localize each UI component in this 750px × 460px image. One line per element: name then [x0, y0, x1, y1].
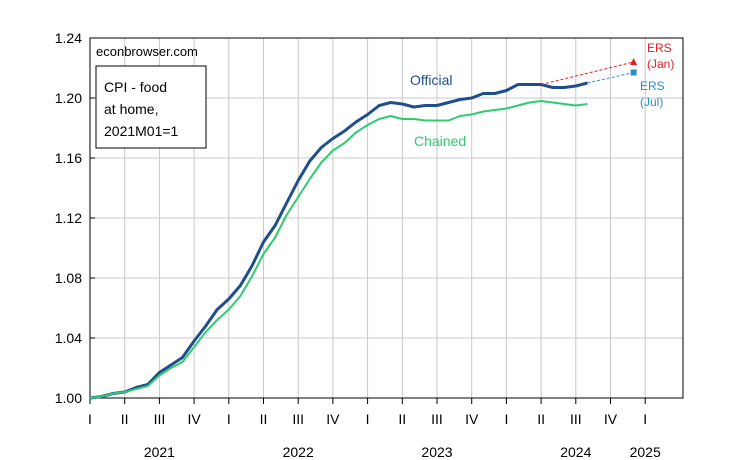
series-label-chained: Chained: [414, 133, 466, 149]
forecast-marker-jul: [630, 69, 637, 76]
legend-line-2: at home,: [104, 101, 158, 117]
x-quarter-label: IV: [465, 411, 479, 427]
forecast-label-jul-1: ERS: [640, 79, 665, 93]
x-quarter-label: III: [154, 411, 166, 427]
y-tick-label: 1.08: [55, 270, 82, 286]
x-year-label: 2023: [421, 444, 452, 460]
forecast-line-jan: [540, 61, 634, 85]
forecast-line-jul: [587, 72, 634, 84]
series-line-chained: [89, 100, 588, 399]
x-quarter-label: III: [570, 411, 582, 427]
legend-line-1: CPI - food: [104, 79, 167, 95]
legend-line-3: 2021M01=1: [104, 123, 179, 139]
y-tick-label: 1.24: [55, 30, 82, 46]
legend-box: CPI - food at home, 2021M01=1: [95, 65, 207, 149]
y-tick-label: 1.04: [55, 330, 82, 346]
x-quarter-label: IV: [187, 411, 201, 427]
x-quarter-label: I: [504, 411, 508, 427]
series-label-official: Official: [410, 72, 453, 88]
x-quarter-label: II: [537, 411, 545, 427]
tick-layer: 1.001.041.081.121.161.201.24I II III IV I II I…: [55, 30, 661, 460]
forecast-layer: [540, 58, 638, 85]
series-line-official: [89, 81, 588, 400]
x-quarter-label: IV: [326, 411, 340, 427]
legend-box-frame: [95, 65, 207, 149]
forecast-label-jan-2: (Jan): [647, 57, 674, 71]
series-layer: [89, 81, 588, 400]
source-label: econbrowser.com: [96, 44, 198, 59]
forecast-marker-jan: [630, 58, 638, 65]
x-year-label: 2024: [560, 444, 591, 460]
x-quarter-label: II: [398, 411, 406, 427]
x-year-label: 2022: [283, 444, 314, 460]
x-quarter-label: I: [643, 411, 647, 427]
x-quarter-label: I: [88, 411, 92, 427]
y-tick-label: 1.20: [55, 90, 82, 106]
x-quarter-label: IV: [604, 411, 618, 427]
y-tick-label: 1.12: [55, 210, 82, 226]
x-quarter-label: I: [366, 411, 370, 427]
forecast-label-jul-2: (Jul): [640, 95, 663, 109]
forecast-label-jan-1: ERS: [647, 41, 672, 55]
x-quarter-label: II: [260, 411, 268, 427]
x-quarter-label: I: [227, 411, 231, 427]
x-quarter-label: II: [121, 411, 129, 427]
y-tick-label: 1.00: [55, 390, 82, 406]
x-year-label: 2025: [630, 444, 661, 460]
x-quarter-label: III: [431, 411, 443, 427]
x-year-label: 2021: [144, 444, 175, 460]
x-quarter-label: III: [292, 411, 304, 427]
y-tick-label: 1.16: [55, 150, 82, 166]
